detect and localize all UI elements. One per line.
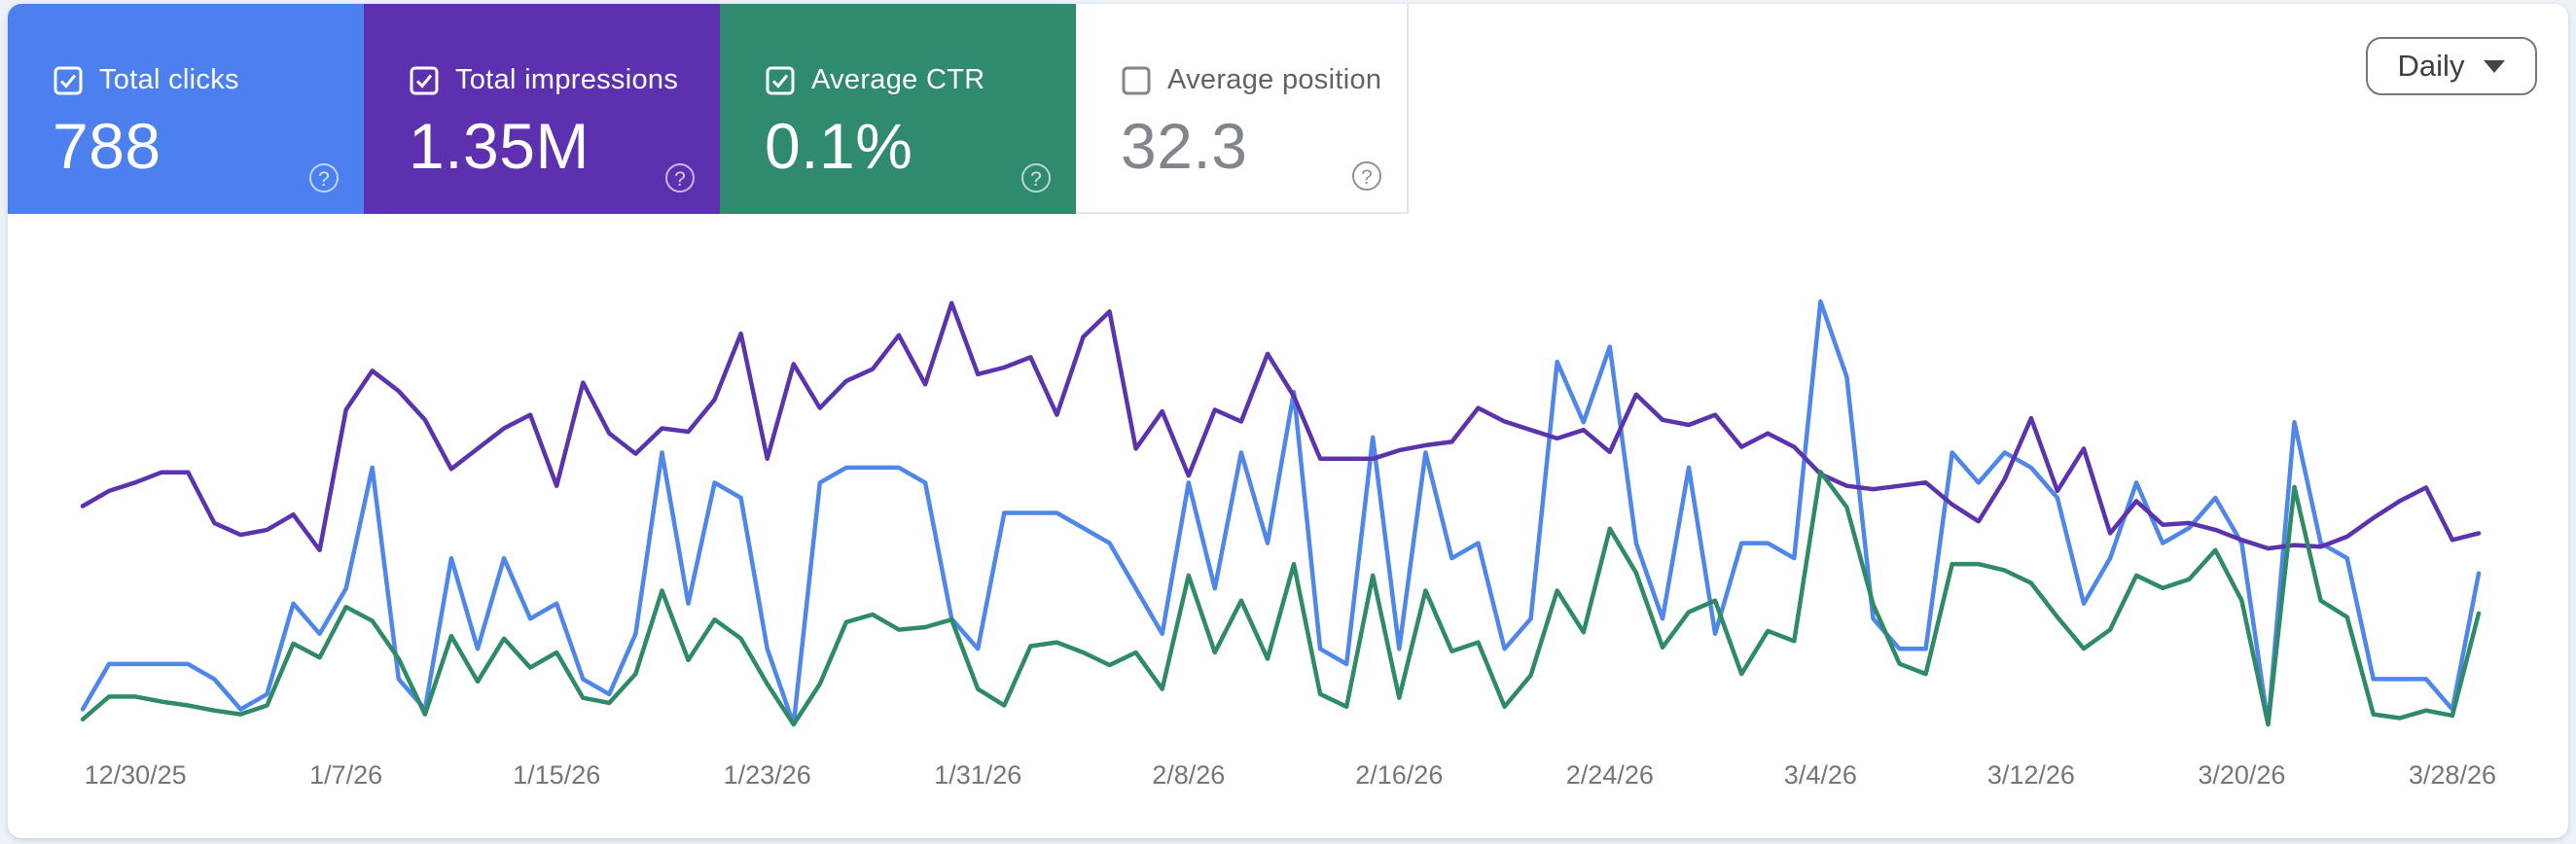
x-axis-label: 3/4/26 xyxy=(1783,760,1857,790)
x-axis-label: 1/31/26 xyxy=(934,760,1022,790)
tile-label: Average position xyxy=(1167,64,1382,95)
tile-total-clicks[interactable]: Total clicks 788 ? xyxy=(8,4,364,214)
checkbox-checked-icon[interactable] xyxy=(53,65,84,96)
tile-total-impressions[interactable]: Total impressions 1.35M ? xyxy=(364,4,720,214)
x-axis-label: 1/15/26 xyxy=(513,760,601,790)
tile-label: Total clicks xyxy=(99,64,239,95)
checkbox-checked-icon[interactable] xyxy=(765,65,796,96)
x-axis-label: 12/30/25 xyxy=(84,760,187,790)
granularity-dropdown[interactable]: Daily xyxy=(2366,37,2537,95)
tile-average-ctr[interactable]: Average CTR 0.1% ? xyxy=(720,4,1076,214)
checkbox-unchecked-icon[interactable] xyxy=(1121,65,1152,96)
tile-value: 0.1% xyxy=(765,110,913,182)
chevron-down-icon xyxy=(2484,59,2506,73)
help-icon[interactable]: ? xyxy=(1352,161,1381,191)
metric-tiles: Total clicks 788 ? Total impressions 1.3… xyxy=(8,4,2568,214)
tile-label: Total impressions xyxy=(455,64,679,95)
tile-value: 788 xyxy=(53,110,161,182)
tile-average-position[interactable]: Average position 32.3 ? xyxy=(1076,4,1409,214)
granularity-dropdown-label: Daily xyxy=(2397,49,2465,83)
checkbox-checked-icon[interactable] xyxy=(409,65,440,96)
help-icon[interactable]: ? xyxy=(1021,163,1051,193)
x-axis-label: 3/12/26 xyxy=(1986,760,2075,790)
x-axis-label: 3/20/26 xyxy=(2198,760,2286,790)
performance-panel: Total clicks 788 ? Total impressions 1.3… xyxy=(8,4,2568,838)
x-axis-label: 3/28/26 xyxy=(2408,760,2496,790)
x-axis-label: 2/8/26 xyxy=(1152,760,1226,790)
x-axis-label: 2/24/26 xyxy=(1565,760,1654,790)
help-icon[interactable]: ? xyxy=(665,163,695,193)
x-axis-label: 2/16/26 xyxy=(1355,760,1444,790)
tile-value: 32.3 xyxy=(1121,110,1248,182)
help-icon[interactable]: ? xyxy=(309,163,339,193)
x-axis-label: 1/7/26 xyxy=(309,760,383,790)
x-axis-label: 1/23/26 xyxy=(723,760,811,790)
tile-label: Average CTR xyxy=(811,64,985,95)
tile-value: 1.35M xyxy=(409,110,590,182)
